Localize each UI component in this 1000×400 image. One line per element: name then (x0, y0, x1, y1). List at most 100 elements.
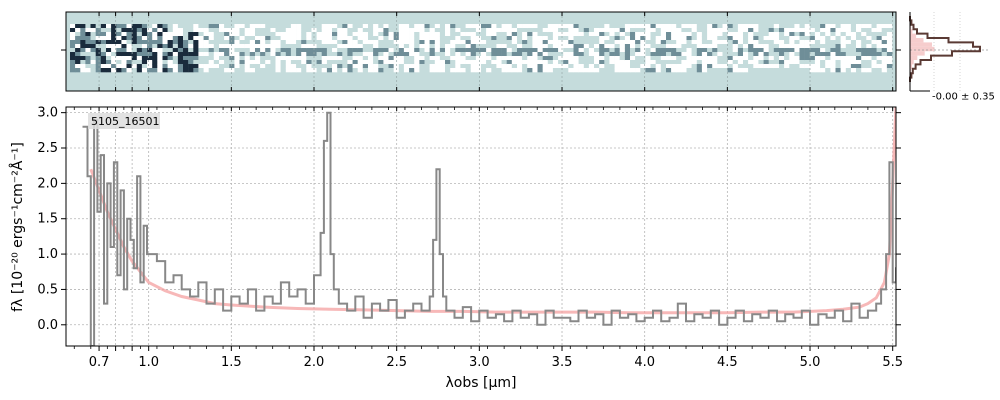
heatmap-pixel (455, 36, 461, 41)
heatmap-pixel (213, 68, 220, 73)
heatmap-pixel (784, 28, 790, 33)
heatmap-pixel (630, 64, 636, 69)
heatmap-pixel (332, 24, 338, 29)
heatmap-pixel (239, 52, 245, 57)
heatmap-pixel (445, 24, 451, 29)
heatmap-pixel (871, 64, 877, 69)
heatmap-pixel (635, 60, 641, 65)
heatmap-pixel (183, 32, 189, 37)
heatmap-pixel (219, 28, 225, 33)
heatmap-pixel (429, 36, 435, 41)
heatmap-pixel (213, 64, 220, 69)
heatmap-pixel (409, 60, 415, 65)
heatmap-pixel (583, 48, 590, 53)
heatmap-pixel (845, 64, 852, 69)
heatmap-pixel (619, 44, 626, 49)
heatmap-pixel (763, 60, 769, 65)
heatmap-pixel (167, 36, 173, 41)
heatmap-pixel (676, 52, 682, 57)
heatmap-pixel (147, 48, 153, 53)
heatmap-pixel (280, 44, 286, 49)
heatmap-pixel (486, 44, 492, 49)
heatmap-pixel (691, 64, 697, 69)
heatmap-pixel (429, 24, 435, 29)
heatmap-pixel (835, 56, 841, 61)
heatmap-pixel (357, 44, 364, 49)
heatmap-pixel (70, 32, 76, 37)
heatmap-pixel (830, 40, 836, 45)
heatmap-pixel (460, 60, 466, 65)
heatmap-pixel (753, 56, 759, 61)
heatmap-pixel (167, 48, 173, 53)
heatmap-pixel (856, 52, 862, 57)
heatmap-pixel (224, 36, 230, 41)
heatmap-pixel (183, 60, 189, 65)
heatmap-pixel (876, 40, 882, 45)
heatmap-pixel (229, 28, 235, 33)
heatmap-pixel (609, 64, 615, 69)
heatmap-pixel (604, 44, 610, 49)
heatmap-pixel (876, 32, 882, 37)
heatmap-pixel (732, 28, 739, 33)
heatmap-pixel (409, 24, 415, 29)
heatmap-pixel (193, 60, 199, 65)
spectrum-2d-panel (61, 11, 901, 92)
heatmap-pixel (676, 36, 682, 41)
heatmap-pixel (881, 44, 888, 49)
heatmap-pixel (290, 40, 297, 45)
heatmap-pixel (347, 52, 353, 57)
heatmap-pixel (686, 44, 692, 49)
heatmap-pixel (450, 64, 456, 69)
heatmap-pixel (445, 40, 451, 45)
heatmap-pixel (542, 48, 549, 53)
heatmap-pixel (594, 44, 600, 49)
heatmap-pixel (249, 52, 256, 57)
heatmap-pixel (357, 52, 364, 57)
heatmap-pixel (188, 32, 194, 37)
heatmap-pixel (362, 44, 369, 49)
heatmap-pixel (686, 28, 692, 33)
heatmap-pixel (717, 68, 723, 73)
heatmap-pixel (696, 56, 703, 61)
heatmap-pixel (172, 56, 179, 61)
heatmap-pixel (578, 60, 584, 65)
heatmap-pixel (671, 64, 677, 69)
heatmap-pixel (501, 44, 507, 49)
heatmap-pixel (188, 28, 194, 33)
heatmap-pixel (301, 60, 307, 65)
heatmap-pixel (861, 32, 867, 37)
heatmap-pixel (316, 64, 322, 69)
heatmap-pixel (640, 52, 646, 57)
heatmap-pixel (213, 40, 220, 45)
heatmap-pixel (527, 56, 533, 61)
heatmap-pixel (280, 28, 286, 33)
heatmap-pixel (594, 64, 600, 69)
heatmap-pixel (131, 24, 138, 29)
heatmap-pixel (326, 40, 333, 45)
heatmap-pixel (578, 32, 584, 37)
heatmap-pixel (157, 52, 163, 57)
x-tick-label: 4.0 (634, 355, 655, 370)
heatmap-pixel (794, 44, 800, 49)
heatmap-pixel (573, 24, 579, 29)
heatmap-pixel (794, 40, 800, 45)
heatmap-pixel (511, 56, 518, 61)
heatmap-pixel (825, 28, 831, 33)
heatmap-pixel (126, 24, 132, 29)
heatmap-pixel (147, 56, 153, 61)
heatmap-pixel (244, 48, 251, 53)
heatmap-pixel (316, 48, 322, 53)
heatmap-pixel (424, 36, 430, 41)
heatmap-pixel (342, 60, 348, 65)
heatmap-pixel (239, 56, 245, 61)
heatmap-pixel (439, 60, 446, 65)
heatmap-pixel (116, 32, 122, 37)
heatmap-pixel (234, 60, 240, 65)
heatmap-pixel (362, 36, 369, 41)
heatmap-pixel (835, 24, 841, 29)
heatmap-pixel (496, 64, 502, 69)
x-tick-label: 1.5 (221, 355, 242, 370)
heatmap-pixel (301, 44, 307, 49)
heatmap-pixel (296, 44, 302, 49)
heatmap-pixel (650, 52, 656, 57)
